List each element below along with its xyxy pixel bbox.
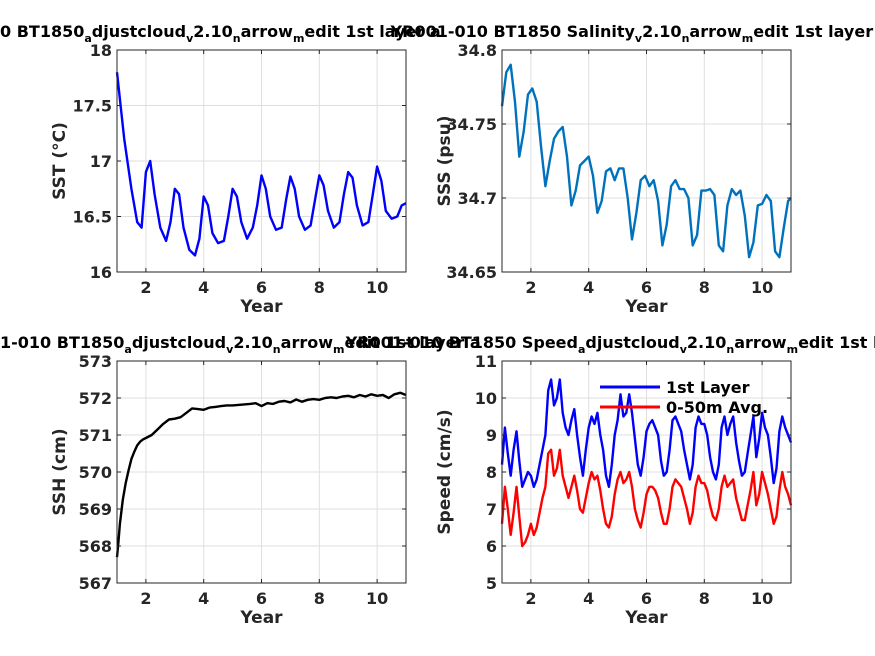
chart-title: YR001-010 BT1850 Salinityv2.10narrowmedi… [390,22,875,45]
x-tick-label: 6 [641,589,652,608]
x-tick-label: 6 [256,278,267,297]
x-tick-label: 8 [314,589,325,608]
x-tick-label: 10 [751,278,773,297]
x-axis-label: Year [624,297,668,317]
y-tick-label: 569 [79,500,112,519]
y-axis-label: Speed (cm/s) [435,409,455,534]
x-tick-label: 10 [366,278,388,297]
x-tick-label: 2 [140,589,151,608]
x-tick-label: 2 [140,278,151,297]
y-tick-label: 17.5 [73,97,112,116]
series-line-0 [500,63,792,259]
x-tick-label: 6 [256,589,267,608]
y-tick-label: 5 [486,574,497,593]
chart-title: 1-010 BT1850adjustcloudv2.10narrowmedit … [0,333,481,356]
sss-panel: 2 4 6 8 10 34.65 34.7 34.75 34.8 Year SSS (psu) YR0… [390,22,875,317]
y-tick-label: 6 [486,537,497,556]
y-axis-label: SST (°C) [50,122,70,200]
y-tick-label: 570 [79,463,112,482]
x-tick-label: 10 [751,589,773,608]
series-line-0 [115,391,407,558]
y-tick-label: 34.65 [446,263,497,282]
y-tick-label: 567 [79,574,112,593]
y-tick-label: 34.7 [458,189,497,208]
x-tick-label: 2 [525,589,536,608]
chart-title: YR001-010 BT1850 Speedadjustcloudv2.10na… [345,333,875,356]
x-tick-label: 6 [641,278,652,297]
legend-label: 1st Layer [666,378,750,397]
legend-label: 0-50m Avg. [666,398,768,417]
series-line-0 [115,72,407,257]
y-tick-label: 7 [486,500,497,519]
x-axis-label: Year [239,297,283,317]
y-tick-label: 34.8 [458,41,497,60]
sst-panel: 2 4 6 8 10 16 16.5 17 17.5 18 Year SST (°C) 0 BT1850… [0,22,441,317]
y-tick-label: 18 [90,41,112,60]
y-tick-label: 568 [79,537,112,556]
y-tick-label: 8 [486,463,497,482]
x-tick-label: 4 [583,589,594,608]
y-tick-label: 17 [90,152,112,171]
x-tick-label: 10 [366,589,388,608]
x-tick-label: 8 [314,278,325,297]
y-tick-label: 573 [79,352,112,371]
x-tick-label: 4 [583,278,594,297]
x-tick-label: 8 [699,589,710,608]
y-tick-label: 16 [90,263,112,282]
x-tick-label: 4 [198,278,209,297]
y-tick-label: 9 [486,426,497,445]
y-tick-label: 10 [475,389,497,408]
y-tick-label: 34.75 [446,115,497,134]
x-tick-label: 4 [198,589,209,608]
series-line-0 [500,378,793,488]
x-axis-label: Year [239,608,283,628]
x-axis-label: Year [624,608,668,628]
x-tick-label: 2 [525,278,536,297]
y-tick-label: 571 [79,426,112,445]
y-tick-label: 16.5 [73,208,112,227]
y-tick-label: 572 [79,389,112,408]
chart-title: 0 BT1850adjustcloudv2.10narrowmedit 1st … [0,22,441,45]
speed-panel: 2 4 6 8 10 5 6 7 8 9 10 11 Year Speed (cm/s) YR001-010… [345,333,875,628]
y-axis-label: SSH (cm) [50,428,70,515]
x-tick-label: 8 [699,278,710,297]
series-line-1 [500,448,793,548]
ssh-panel: 2 4 6 8 10 567 568 569 570 571 572 573 Year SSH (cm) 1… [0,333,481,628]
y-tick-label: 11 [475,352,497,371]
y-axis-label: SSS (psu) [435,115,455,206]
